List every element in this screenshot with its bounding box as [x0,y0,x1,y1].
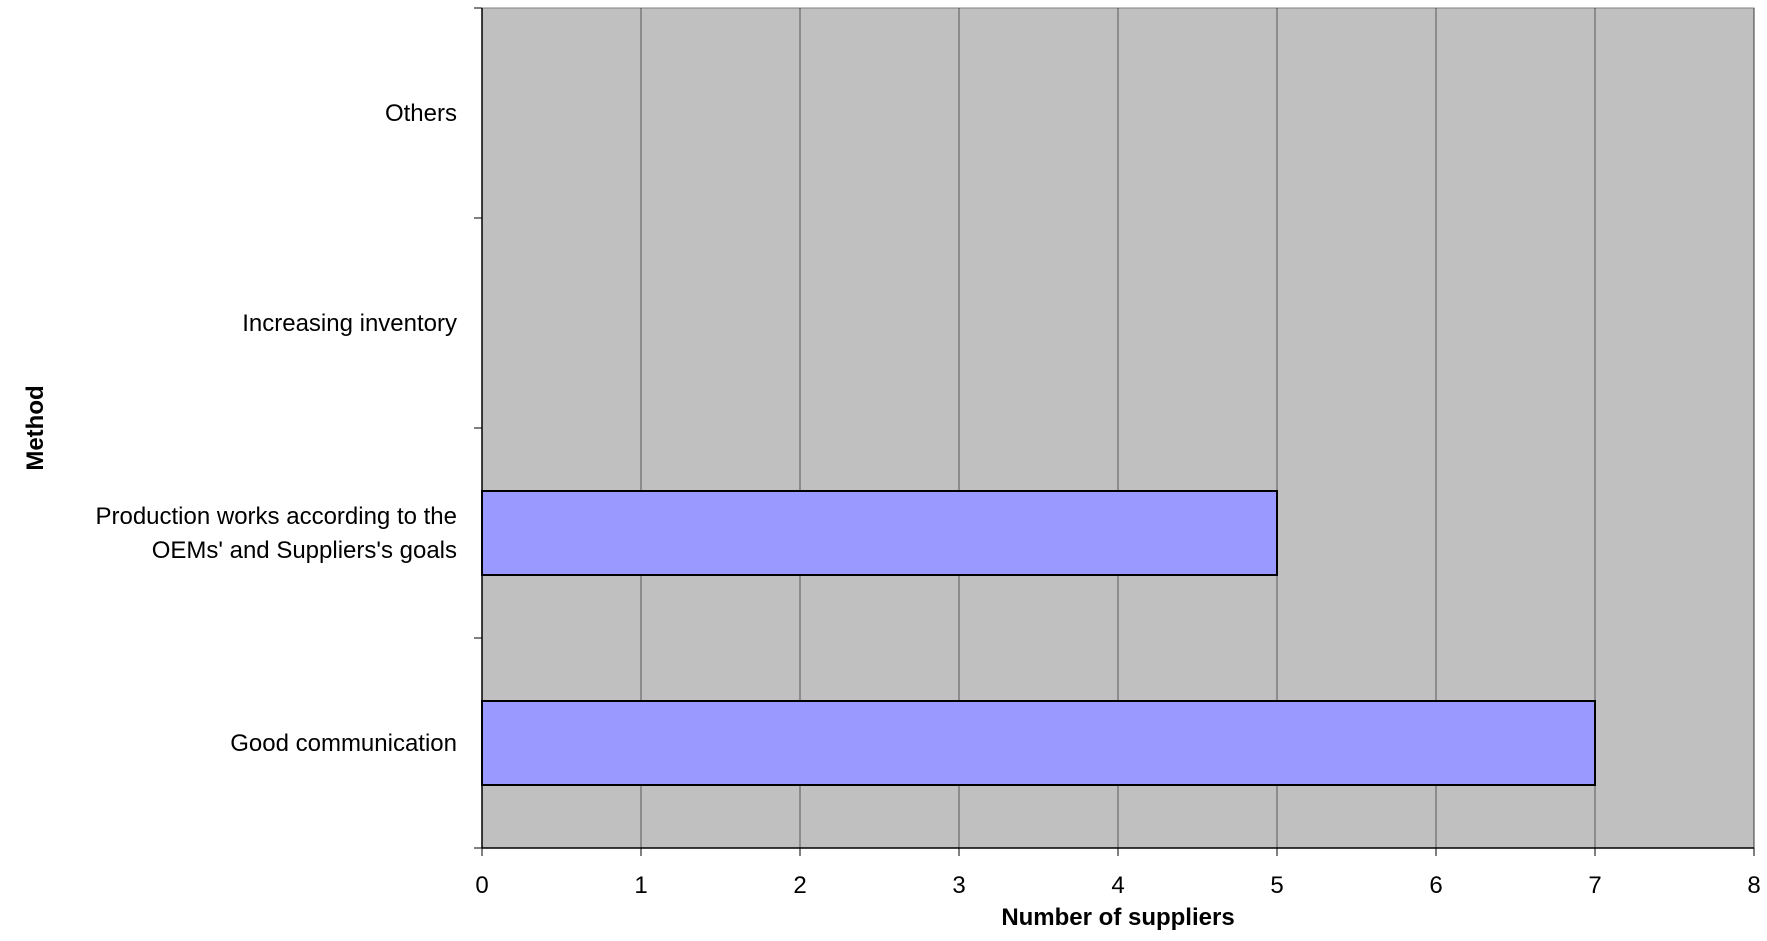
x-tick-label-0: 0 [475,872,488,899]
x-tick-label-5: 5 [1270,872,1283,899]
x-tick-label-6: 6 [1429,872,1442,899]
category-label-1: Production works according to the OEMs' a… [95,503,457,564]
x-axis-title: Number of suppliers [1001,904,1234,931]
bar-0 [481,700,1596,786]
category-label-line: OEMs' and Suppliers's goals [152,537,457,564]
y-axis-title: Method [22,385,49,470]
x-tick-label-4: 4 [1111,872,1124,899]
category-labels: Good communication Production works accor… [95,100,457,757]
x-tick-label-8: 8 [1747,872,1760,899]
category-label-0: Good communication [230,730,457,757]
category-label-2: Increasing inventory [242,310,457,337]
category-label-line: Good communication [230,730,457,757]
category-label-line: Others [385,100,457,127]
bar-1 [481,490,1278,576]
category-label-line: Production works according to the [95,503,457,530]
x-tick-label-2: 2 [793,872,806,899]
bars [481,490,1596,786]
x-tick-labels: 0 1 2 3 4 5 6 7 8 [475,872,1760,899]
x-tick-label-3: 3 [952,872,965,899]
axes [474,7,1755,856]
category-label-line: Increasing inventory [242,310,457,337]
x-tick-label-1: 1 [634,872,647,899]
x-tick-label-7: 7 [1588,872,1601,899]
category-label-3: Others [385,100,457,127]
